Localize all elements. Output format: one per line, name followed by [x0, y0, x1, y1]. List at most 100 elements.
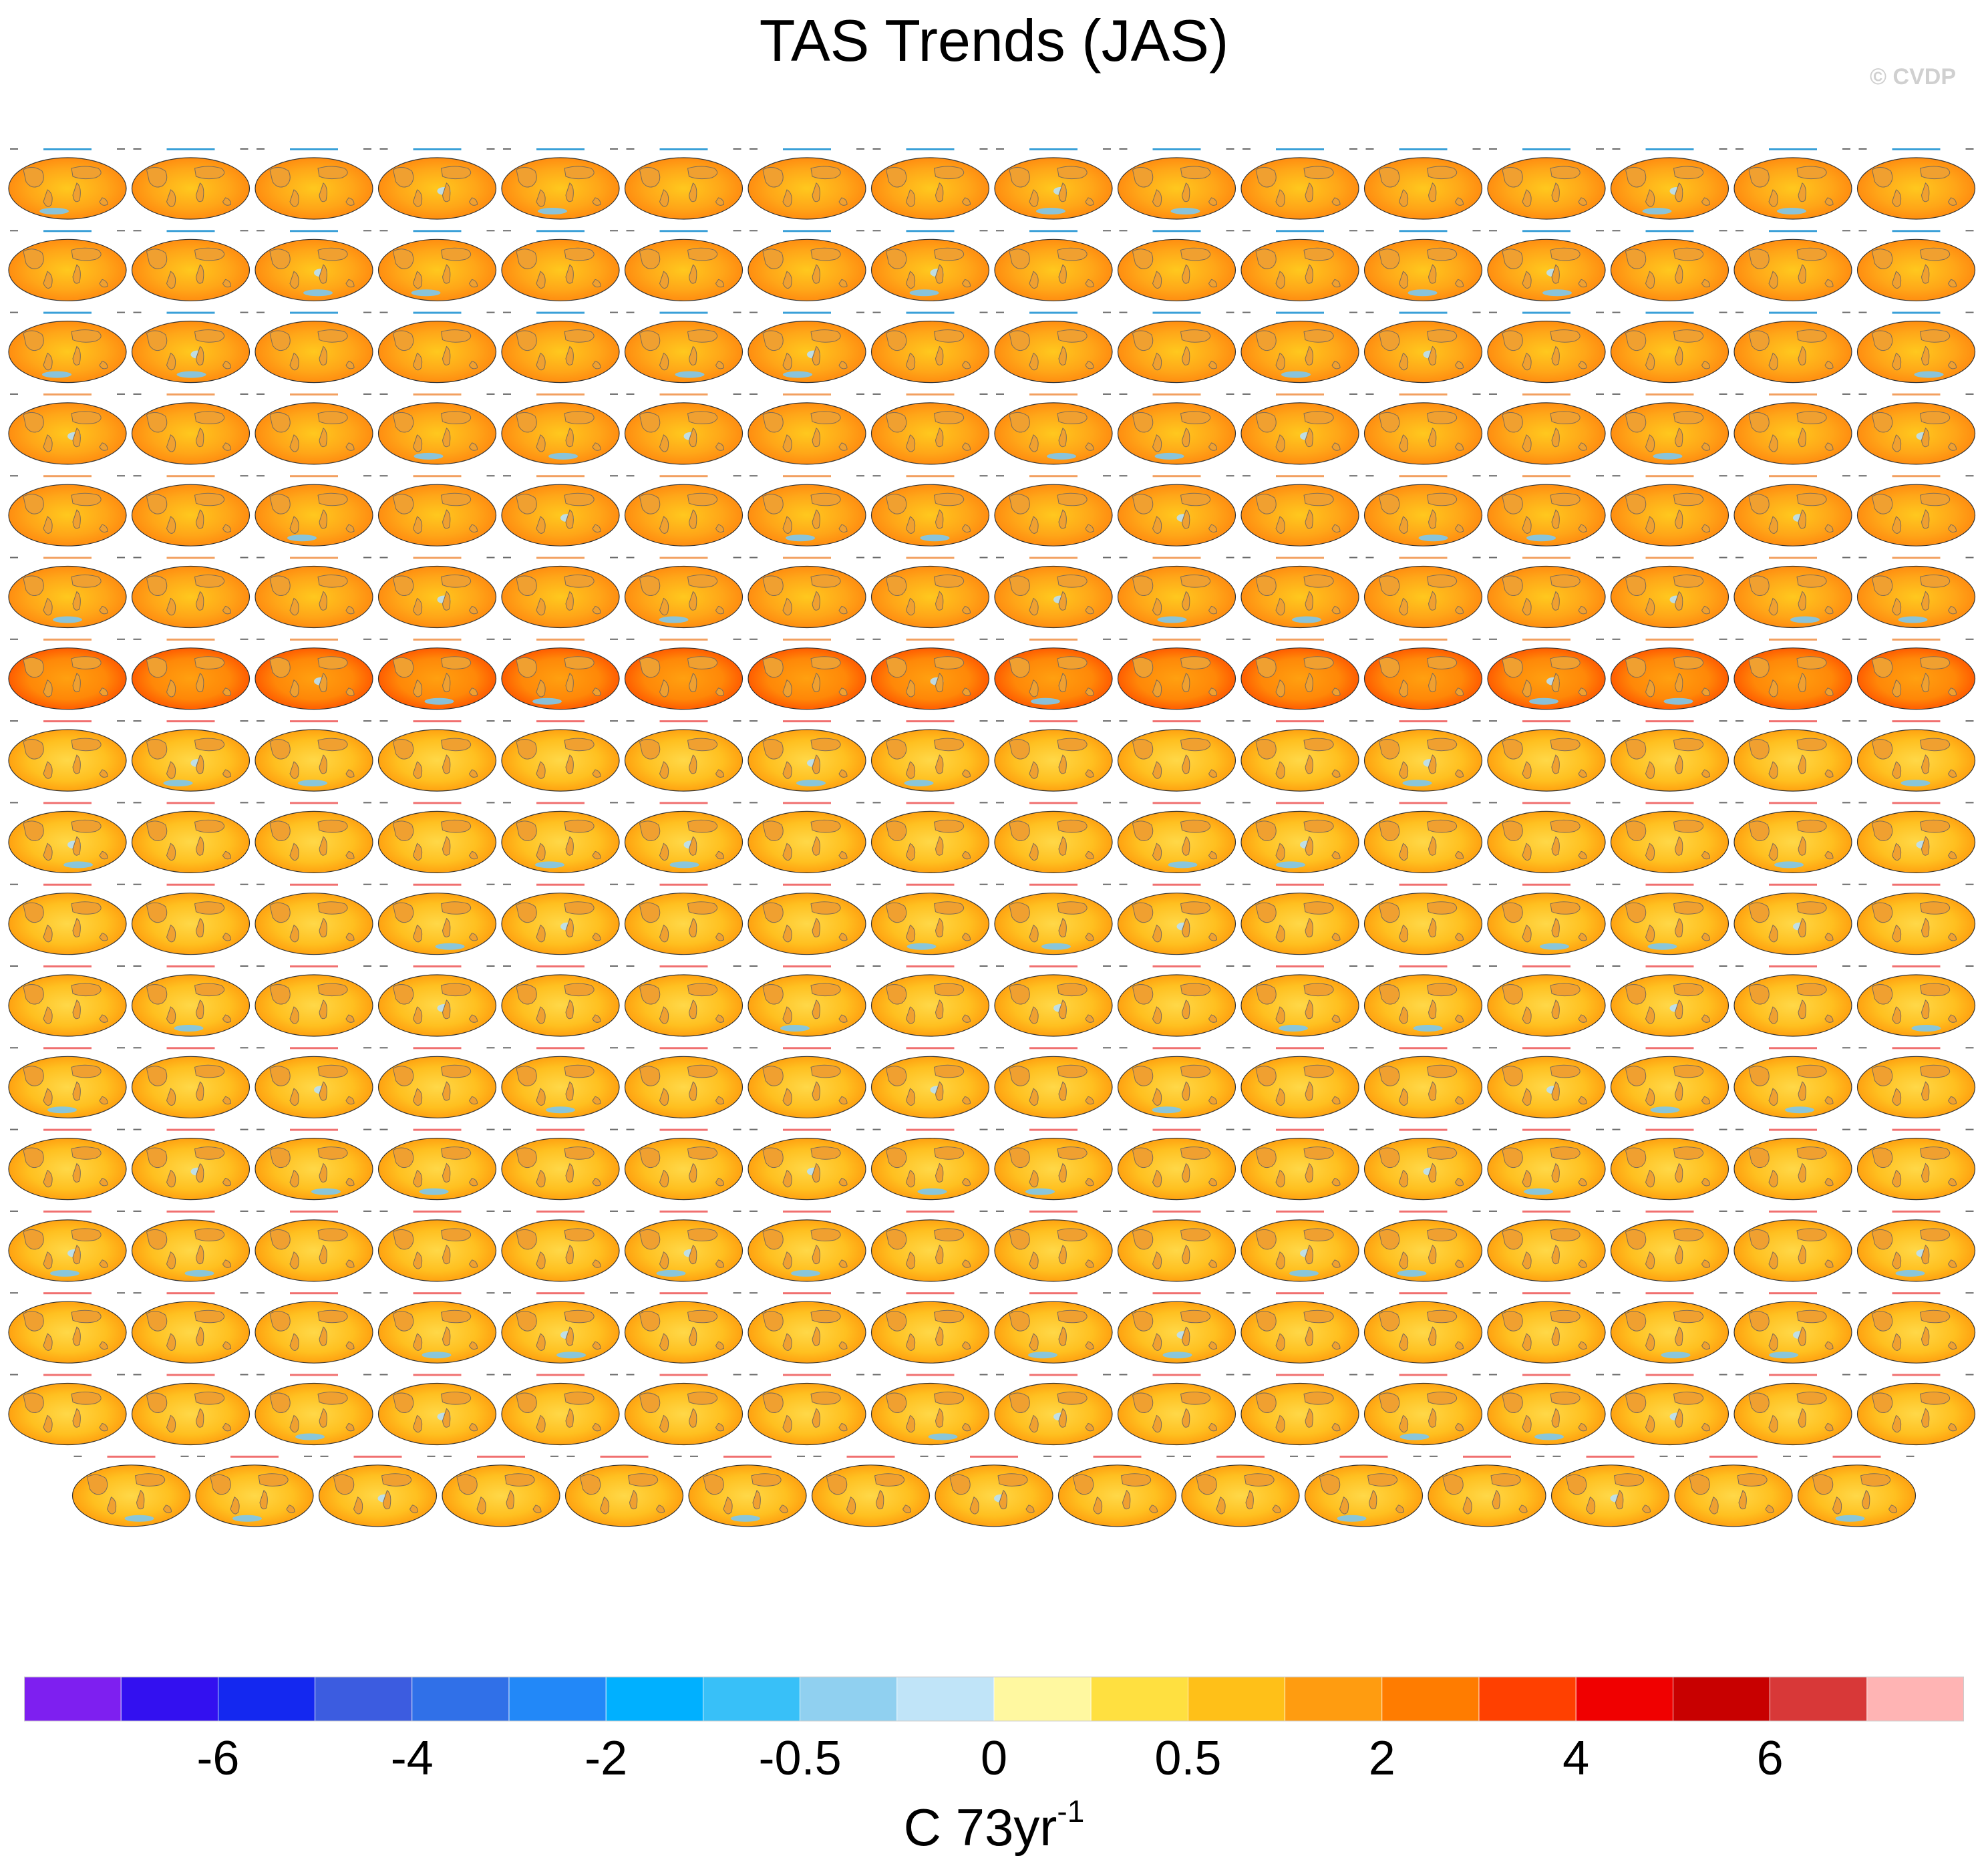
map-panel: [748, 148, 866, 220]
continent-outline: [1625, 1309, 1711, 1351]
panel-header-title: [659, 148, 708, 150]
panel-header-left: [1119, 393, 1128, 395]
panel-header-title: [1892, 475, 1941, 478]
panel-header-left: [1306, 1455, 1315, 1457]
panel-header-right: [117, 393, 125, 395]
continent-outline: [269, 1392, 355, 1433]
panel-header-left: [1183, 1455, 1191, 1457]
map-ellipse: [501, 565, 620, 629]
panel-header-title: [659, 1210, 708, 1213]
cooling-patch: [1292, 616, 1321, 623]
panel-header-right: [363, 638, 371, 640]
panel-header-title: [536, 883, 585, 886]
panel-header-right: [1472, 802, 1481, 804]
panel-header-right: [1842, 1374, 1850, 1376]
map-panel: [624, 1047, 743, 1118]
continent-outline: [1378, 575, 1464, 616]
map-panel: [501, 802, 620, 874]
continent-outline: [23, 1392, 108, 1433]
panel-header-left: [750, 311, 758, 313]
continent-outline: [885, 411, 971, 452]
map-panel: [1363, 720, 1483, 792]
panel-header-title: [1399, 638, 1448, 641]
panel-header-title: [1029, 1047, 1078, 1050]
panel-header-left: [1242, 230, 1251, 232]
cooling-patch: [928, 1433, 958, 1440]
map-ellipse: [255, 974, 373, 1037]
panel-header-right: [240, 720, 248, 722]
map-panel: [1363, 230, 1483, 301]
panel-header-right: [1226, 1292, 1234, 1294]
map-ellipse: [255, 157, 373, 220]
panel-header-right: [1226, 883, 1234, 885]
continent-outline: [1502, 1146, 1587, 1188]
continent-outline: [1132, 656, 1218, 697]
map-ellipse: [8, 893, 127, 955]
panel-header-left: [626, 475, 635, 477]
continent-outline: [1565, 1473, 1651, 1515]
panel-header-title: [166, 1292, 215, 1295]
panel-header-title: [1892, 1374, 1941, 1376]
panel-header-left: [1612, 1210, 1621, 1212]
panel-header-left: [1242, 311, 1251, 313]
panel-header-title: [1522, 1210, 1570, 1213]
cooling-patch: [780, 1025, 810, 1032]
panel-header-right: [856, 1374, 864, 1376]
map-ellipse: [377, 484, 497, 547]
continent-outline: [392, 983, 478, 1024]
cooling-patch: [659, 616, 689, 623]
map-ellipse: [377, 320, 497, 383]
map-panel: [8, 148, 127, 220]
panel-header-title: [906, 1047, 955, 1050]
cooling-patch: [906, 943, 937, 950]
panel-header-title: [1645, 1128, 1694, 1131]
continent-outline: [1871, 1064, 1957, 1106]
panel-header-right: [1965, 1210, 1974, 1212]
map-ellipse: [624, 1301, 743, 1364]
panel-header-title: [166, 965, 215, 967]
panel-header-right: [733, 802, 741, 804]
panel-header-right: [1842, 311, 1850, 313]
continent-outline: [516, 411, 601, 452]
map-panel: [255, 311, 373, 383]
panel-header-left: [750, 393, 758, 395]
panel-header-left: [996, 1292, 1004, 1294]
map-panel: [1057, 1455, 1177, 1527]
map-panel: [1240, 148, 1359, 220]
map-panel: [1610, 1210, 1729, 1282]
panel-header-left: [1430, 1455, 1438, 1457]
panel-header-left: [379, 475, 388, 477]
panel-header-left: [1735, 475, 1744, 477]
map-ellipse: [1240, 1056, 1359, 1118]
cooling-patch: [424, 697, 454, 705]
continent-outline: [1132, 738, 1218, 779]
map-panel: [624, 802, 743, 874]
panel-header-title: [1276, 1292, 1324, 1295]
cooling-patch: [783, 371, 812, 378]
map-ellipse: [131, 1056, 251, 1118]
continent-outline: [1502, 1309, 1587, 1351]
panel-header-title: [659, 475, 708, 478]
map-panel: [870, 230, 990, 301]
map-ellipse: [377, 1056, 497, 1118]
panel-header-right: [920, 1455, 929, 1457]
map-panel: [1487, 1374, 1606, 1446]
panel-header-right: [1226, 230, 1234, 232]
panel-header-title: [906, 475, 955, 478]
panel-header-right: [1043, 1455, 1051, 1457]
panel-header-left: [1735, 720, 1744, 722]
map-panel: [1610, 393, 1729, 465]
map-ellipse: [1240, 484, 1359, 547]
continent-outline: [1748, 411, 1834, 452]
map-panel: [255, 230, 373, 301]
panel-header-right: [733, 393, 741, 395]
panel-header-title: [1399, 1292, 1448, 1295]
panel-header-right: [610, 230, 618, 232]
panel-header-title: [413, 1047, 462, 1050]
map-panel: [501, 1210, 620, 1282]
panel-header-right: [1226, 557, 1234, 559]
panel-header-right: [1472, 475, 1481, 477]
panel-header-left: [257, 802, 265, 804]
cooling-patch: [1170, 208, 1200, 214]
continent-outline: [146, 1228, 232, 1269]
